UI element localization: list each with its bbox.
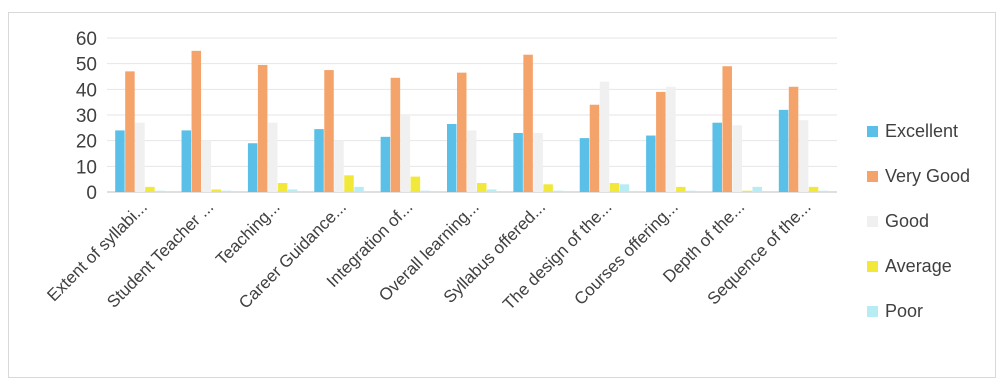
bar-excellent — [646, 135, 656, 192]
y-tick-label: 30 — [76, 106, 97, 127]
legend-swatch — [867, 216, 878, 227]
chart-frame: 0 10 20 30 40 50 60 Extent of syllabi... Student… — [8, 12, 996, 378]
bar-good — [334, 140, 344, 192]
bar-poor — [619, 184, 630, 192]
bar-very-good — [722, 66, 732, 192]
bar-excellent — [380, 136, 391, 192]
bar-average — [676, 186, 686, 192]
bar-excellent — [314, 129, 324, 192]
category-label: The design of the... — [499, 197, 615, 313]
bar-very-good — [788, 86, 799, 192]
bar-poor — [553, 190, 563, 192]
bar-very-good — [457, 72, 467, 192]
bar-good — [798, 120, 809, 192]
legend-label: Good — [885, 211, 929, 231]
bar-very-good — [523, 54, 533, 192]
bar-excellent — [579, 138, 590, 192]
bar-good — [732, 125, 742, 192]
bar-average — [543, 184, 553, 192]
bar-poor — [686, 190, 696, 192]
bar-very-good — [589, 104, 600, 192]
bar-good — [201, 140, 212, 192]
y-tick-label: 20 — [76, 132, 97, 153]
bar-poor — [221, 190, 232, 192]
bar-good — [599, 81, 610, 192]
bar-very-good — [257, 64, 268, 192]
bar-average — [609, 183, 620, 192]
bar-average — [145, 186, 155, 192]
bar-excellent — [447, 123, 457, 192]
category-label: Teaching... — [212, 197, 284, 269]
legend-swatch — [867, 126, 878, 137]
bar-average — [277, 183, 288, 192]
bar-good — [467, 130, 477, 192]
bar-very-good — [656, 91, 666, 192]
bar-poor — [287, 189, 298, 192]
bar-excellent — [247, 143, 258, 192]
legend-label: Poor — [885, 301, 923, 321]
bar-very-good — [125, 71, 135, 192]
bar-good — [267, 122, 278, 192]
y-tick-label: 50 — [76, 55, 97, 76]
legend-label: Excellent — [885, 121, 958, 141]
legend-label: Very Good — [885, 166, 970, 186]
bar-excellent — [778, 109, 789, 192]
legend-swatch — [867, 261, 878, 272]
bar-poor — [487, 189, 497, 192]
legend-swatch — [867, 306, 878, 317]
bar-poor — [155, 190, 165, 192]
bar-average — [477, 183, 487, 192]
bar-excellent — [513, 132, 523, 192]
bar-poor — [752, 186, 762, 192]
bar-poor — [818, 190, 829, 192]
y-tick-label: 40 — [76, 80, 97, 101]
bar-excellent — [115, 130, 125, 192]
y-tick-label: 10 — [76, 157, 97, 178]
y-tick-label: 0 — [86, 183, 97, 204]
y-tick-label: 60 — [76, 29, 97, 50]
bar-very-good — [390, 77, 401, 192]
bar-average — [742, 190, 752, 192]
bar-average — [344, 175, 354, 192]
bar-good — [666, 86, 676, 192]
bar-very-good — [191, 50, 202, 193]
bar-average — [410, 176, 421, 192]
bar-excellent — [712, 122, 722, 192]
bar-good — [533, 132, 543, 192]
legend-swatch — [867, 171, 878, 182]
bar-very-good — [324, 70, 334, 192]
bar-poor — [354, 186, 364, 192]
bar-good — [135, 122, 145, 192]
legend-label: Average — [885, 256, 952, 276]
bar-good — [400, 115, 411, 192]
bar-average — [808, 186, 819, 192]
bar-average — [211, 189, 222, 192]
bar-poor — [420, 190, 431, 192]
bar-excellent — [181, 130, 192, 192]
